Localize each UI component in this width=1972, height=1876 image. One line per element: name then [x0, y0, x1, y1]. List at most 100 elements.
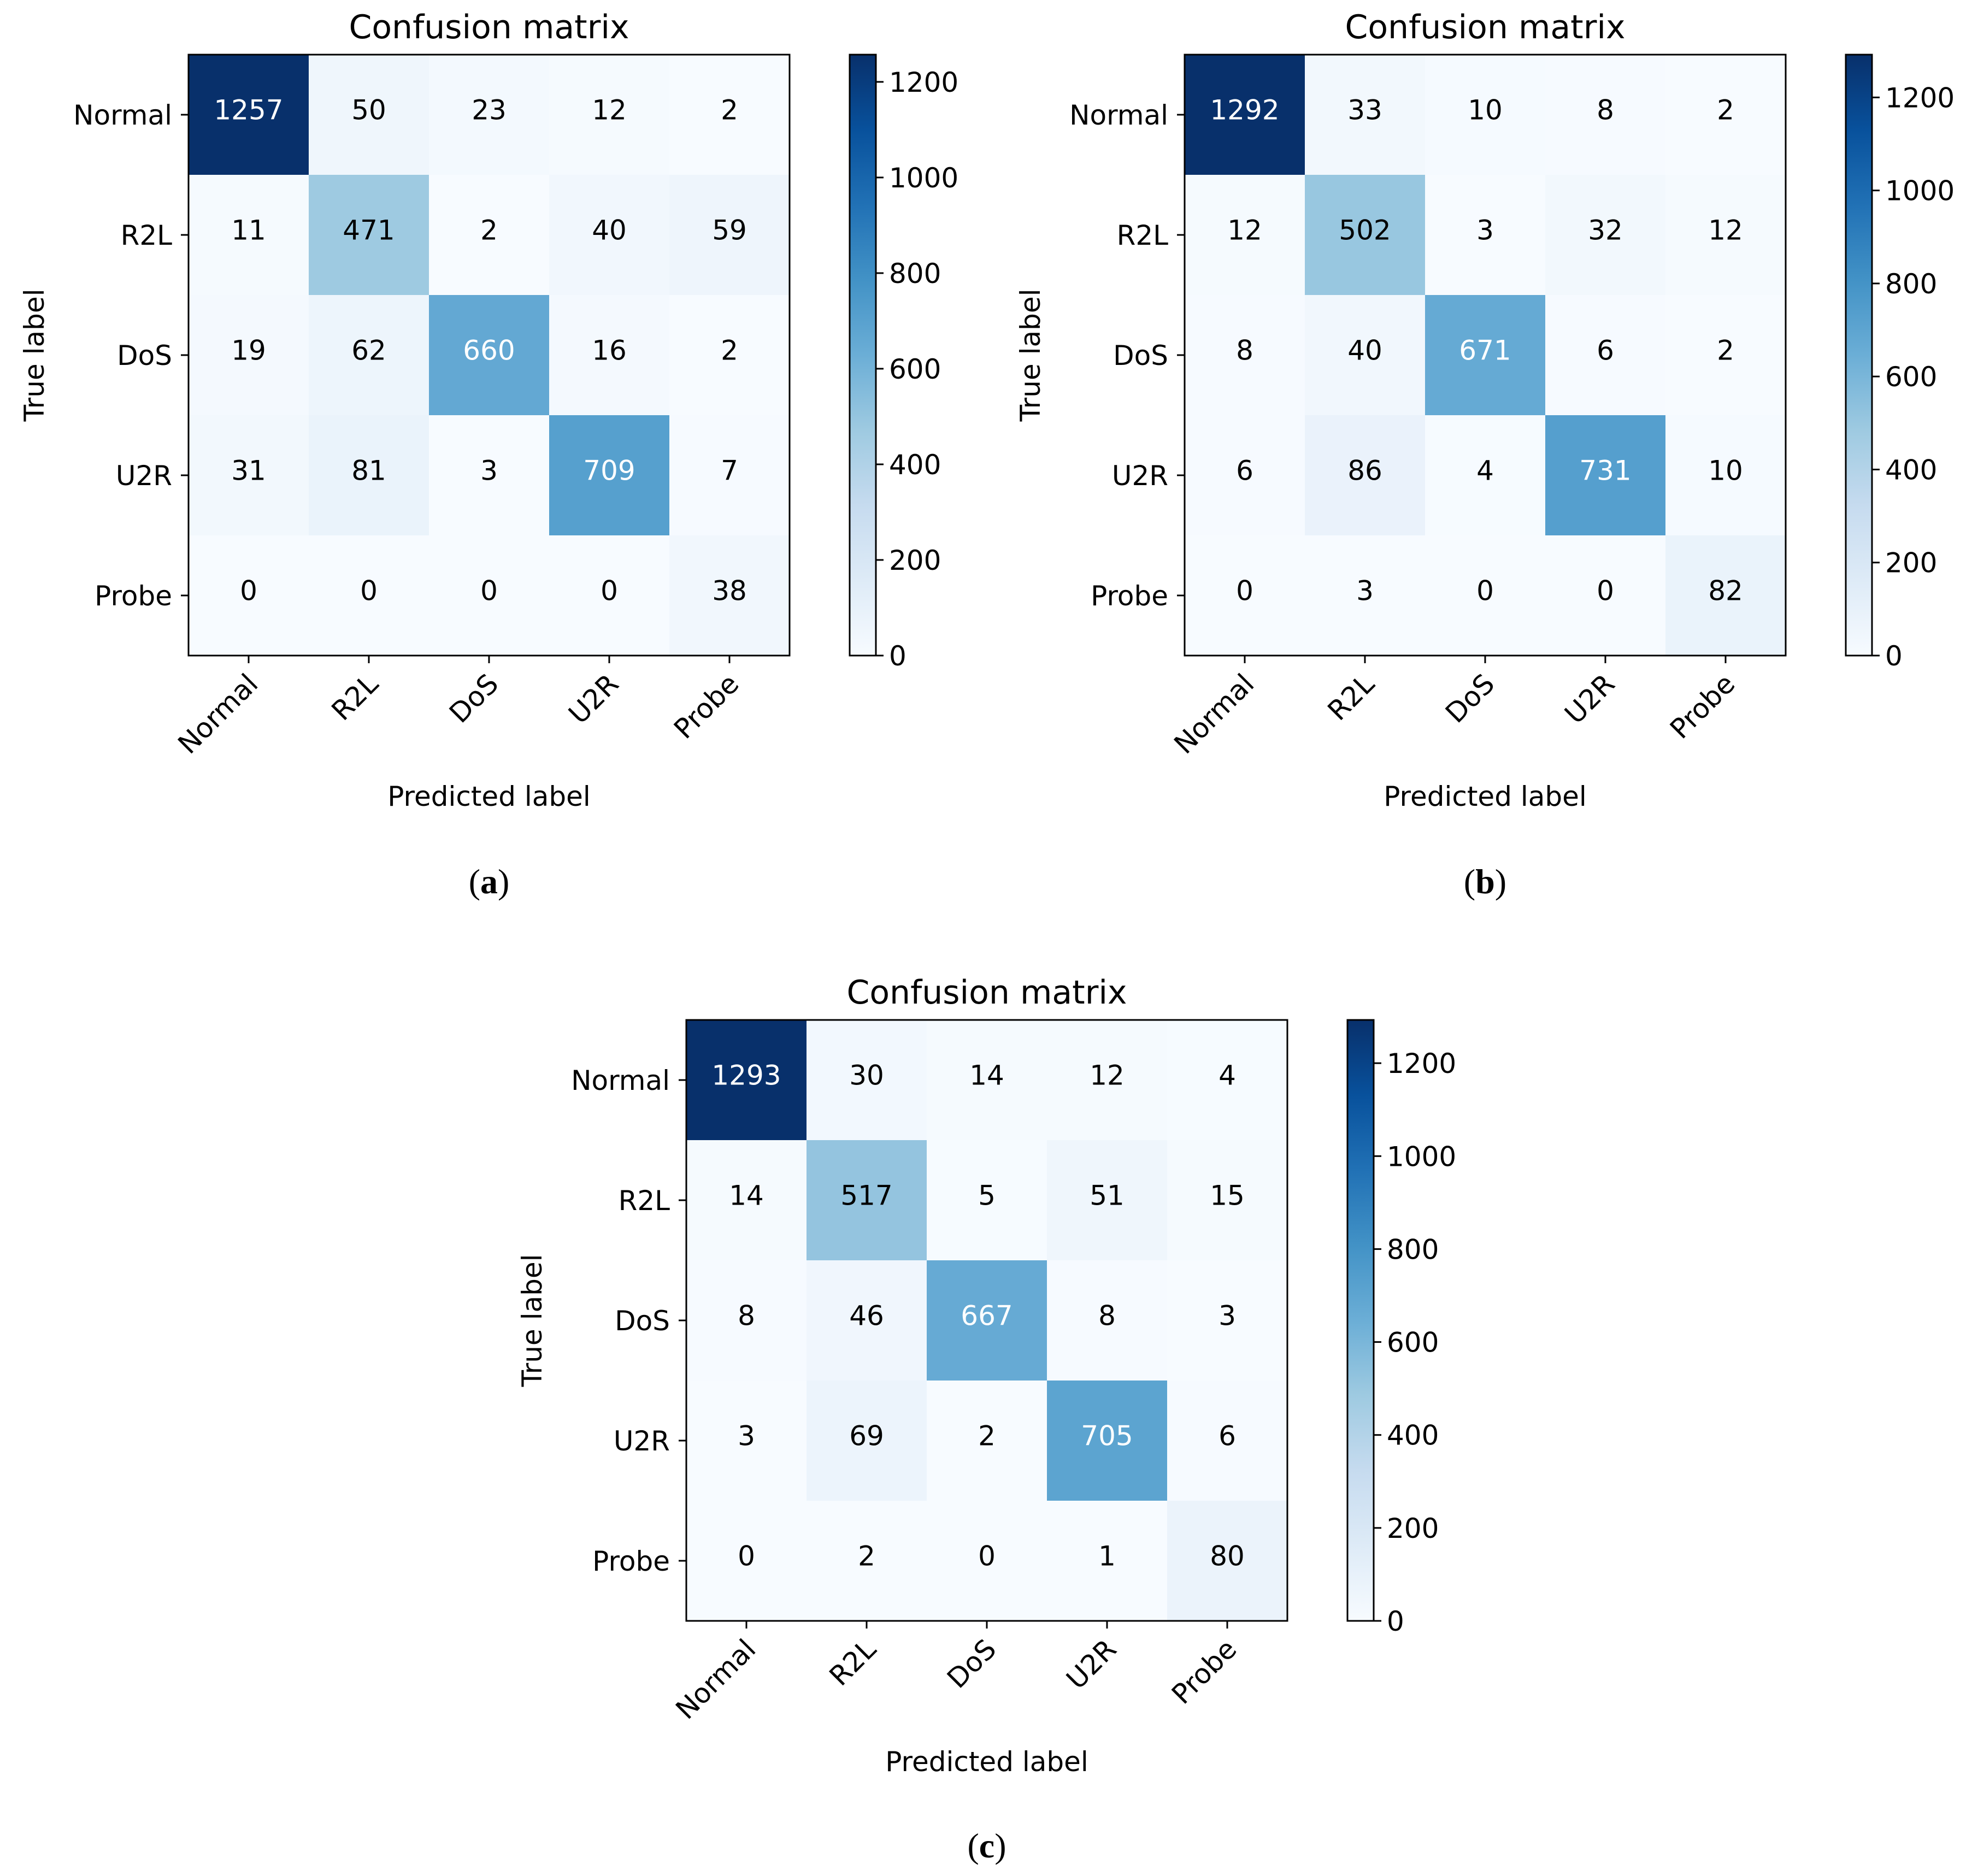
cell-value-Normal-Probe: 4: [1218, 1060, 1236, 1092]
cell-value-DoS-R2L: 46: [849, 1300, 884, 1332]
cell-value-R2L-Normal: 11: [231, 215, 266, 246]
x-tick-label-Normal: Normal: [172, 668, 264, 760]
cell-Normal-DoS: [927, 1020, 1047, 1140]
panel-a-colorbar-gradient: [849, 54, 877, 657]
panel-b-y-axis-label: True label: [1015, 288, 1046, 422]
cell-R2L-U2R: [549, 175, 669, 295]
cell-Probe-R2L: [807, 1501, 927, 1621]
panel-c-colorbar: 0 200 400 600 800 1000 1200: [1346, 1019, 1456, 1637]
cell-value-Probe-Normal: 0: [738, 1541, 755, 1572]
colorbar-tick-label-400: 400: [1387, 1420, 1439, 1452]
y-tick-label-R2L: R2L: [1117, 220, 1169, 251]
confusion-matrix-a: Confusion matrix 1257 50 23 12 211 471 2 40 5919…: [19, 8, 958, 901]
cell-value-Normal-DoS: 10: [1468, 95, 1503, 126]
cell-value-Probe-R2L: 3: [1356, 575, 1374, 607]
panel-a-caption: (a): [469, 862, 510, 901]
colorbar-tick-label-600: 600: [1885, 361, 1937, 393]
cell-value-Normal-Probe: 2: [1717, 95, 1734, 126]
cell-Probe-DoS: [927, 1501, 1047, 1621]
cell-value-R2L-DoS: 3: [1476, 215, 1494, 246]
cell-U2R-U2R: [549, 415, 669, 535]
y-tick-label-Normal: Normal: [571, 1065, 670, 1096]
x-tick-label-R2L: R2L: [823, 1633, 882, 1692]
cell-value-DoS-Normal: 8: [1236, 335, 1253, 367]
cell-R2L-R2L: [807, 1140, 927, 1260]
cell-value-Normal-Probe: 2: [721, 95, 738, 126]
confusion-matrix-c: Confusion matrix 1293 30 14 12 414 517 5 51 158 4…: [516, 974, 1456, 1865]
colorbar-tick-label-600: 600: [889, 353, 941, 385]
panel-a-y-axis-label: True label: [19, 288, 50, 422]
cell-Normal-Normal: [686, 1020, 807, 1140]
panel-a-colorbar: 0 200 400 600 800 1000 1200: [849, 54, 958, 672]
cell-value-DoS-U2R: 16: [592, 335, 627, 367]
cell-U2R-DoS: [429, 415, 549, 535]
cell-value-R2L-DoS: 2: [480, 215, 498, 246]
panel-c-title: Confusion matrix: [846, 974, 1127, 1012]
colorbar-tick-label-0: 0: [1387, 1606, 1404, 1637]
cell-DoS-U2R: [549, 295, 669, 415]
colorbar-tick-label-1200: 1200: [1885, 82, 1955, 114]
cell-R2L-DoS: [1425, 175, 1545, 295]
cell-R2L-DoS: [429, 175, 549, 295]
cell-value-U2R-Normal: 6: [1236, 455, 1253, 487]
cell-R2L-Normal: [189, 175, 309, 295]
cell-DoS-Normal: [189, 295, 309, 415]
cell-value-Normal-Normal: 1257: [214, 95, 283, 126]
panel-a-x-axis-label: Predicted label: [387, 781, 591, 812]
cell-U2R-Normal: [1185, 415, 1305, 535]
y-tick-label-DoS: DoS: [615, 1305, 670, 1337]
cell-Normal-Probe: [669, 55, 790, 175]
cell-DoS-R2L: [1305, 295, 1425, 415]
cell-value-Probe-Probe: 80: [1210, 1541, 1245, 1572]
cell-Normal-U2R: [1545, 55, 1665, 175]
cell-Probe-Normal: [189, 535, 309, 656]
x-tick-label-U2R: U2R: [1061, 1633, 1123, 1695]
cell-value-DoS-DoS: 667: [961, 1300, 1013, 1332]
cell-value-U2R-U2R: 709: [583, 455, 635, 487]
y-tick-label-Probe: Probe: [1091, 580, 1168, 612]
cell-value-U2R-U2R: 705: [1081, 1420, 1133, 1452]
cell-R2L-Probe: [1167, 1140, 1287, 1260]
cell-DoS-Normal: [1185, 295, 1305, 415]
cell-value-R2L-Normal: 12: [1227, 215, 1262, 246]
cell-Normal-Normal: [189, 55, 309, 175]
cell-U2R-U2R: [1047, 1381, 1167, 1501]
cell-value-Probe-R2L: 2: [858, 1541, 875, 1572]
cell-DoS-R2L: [807, 1260, 927, 1381]
cell-value-Probe-Probe: 38: [712, 575, 747, 607]
y-tick-label-R2L: R2L: [619, 1185, 670, 1217]
x-tick-label-DoS: DoS: [1439, 668, 1500, 729]
cell-Probe-U2R: [1047, 1501, 1167, 1621]
cell-value-DoS-DoS: 660: [463, 335, 515, 367]
y-tick-label-U2R: U2R: [1112, 460, 1168, 492]
cell-Normal-R2L: [309, 55, 429, 175]
cell-R2L-R2L: [309, 175, 429, 295]
cell-value-R2L-Normal: 14: [729, 1180, 764, 1212]
panel-a-colorbar-ticks: 0 200 400 600 800 1000 1200: [876, 67, 958, 672]
cell-Probe-Normal: [686, 1501, 807, 1621]
cell-DoS-U2R: [1545, 295, 1665, 415]
cell-value-R2L-Probe: 59: [712, 215, 747, 246]
cell-R2L-DoS: [927, 1140, 1047, 1260]
cell-DoS-Probe: [1167, 1260, 1287, 1381]
colorbar-tick-label-1000: 1000: [889, 162, 958, 194]
cell-value-DoS-Normal: 19: [231, 335, 266, 367]
cell-value-DoS-U2R: 8: [1098, 1300, 1116, 1332]
cell-Probe-Probe: [1665, 535, 1786, 656]
cell-value-R2L-R2L: 517: [840, 1180, 892, 1212]
cell-Normal-R2L: [807, 1020, 927, 1140]
panel-c-x-axis-label: Predicted label: [885, 1746, 1088, 1778]
colorbar-tick-label-0: 0: [889, 640, 906, 672]
cell-value-Probe-R2L: 0: [360, 575, 378, 607]
cell-Normal-Probe: [1167, 1020, 1287, 1140]
cell-R2L-Normal: [686, 1140, 807, 1260]
cell-Normal-DoS: [429, 55, 549, 175]
colorbar-tick-label-800: 800: [1885, 268, 1937, 300]
cell-Probe-R2L: [309, 535, 429, 656]
colorbar-tick-label-200: 200: [889, 545, 941, 576]
cell-value-U2R-Probe: 10: [1708, 455, 1743, 487]
colorbar-tick-label-1000: 1000: [1885, 175, 1955, 207]
cell-DoS-DoS: [1425, 295, 1545, 415]
panel-b-colorbar-ticks: 0 200 400 600 800 1000 1200: [1872, 82, 1955, 672]
cell-value-Normal-DoS: 23: [472, 95, 507, 126]
